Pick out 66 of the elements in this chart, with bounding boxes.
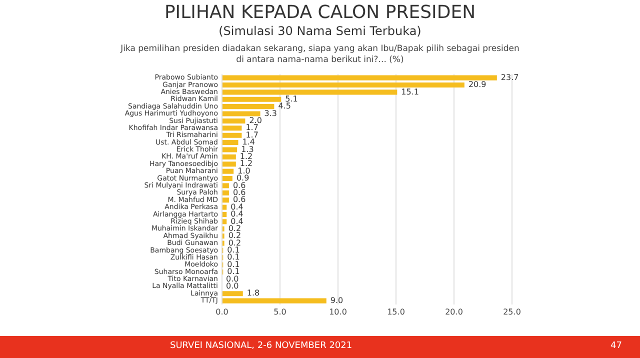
bar [222, 183, 229, 188]
bar [222, 118, 246, 124]
x-tick-label: 0.0 [216, 307, 228, 316]
data-label: 0.4 [230, 216, 244, 226]
text: 47 [610, 341, 622, 351]
data-label: 9.0 [330, 296, 344, 305]
bar [222, 111, 260, 116]
data-label: 0.1 [227, 260, 240, 269]
data-label: 0.0 [226, 281, 239, 290]
data-label: 0.4 [230, 210, 244, 219]
data-label: 0.1 [227, 246, 240, 255]
data-label: 1.8 [246, 288, 260, 298]
data-label: 2.0 [249, 116, 262, 126]
bar [222, 75, 497, 80]
data-label: 15.1 [401, 87, 419, 96]
data-label: 0.2 [228, 224, 242, 233]
bar [222, 140, 238, 146]
data-label: 1.0 [238, 166, 250, 176]
bar [222, 96, 282, 102]
bar [222, 219, 227, 224]
x-tick-label: 5.0 [274, 307, 286, 316]
data-label: 20.9 [468, 80, 486, 90]
bar [222, 162, 236, 167]
data-label: 0.1 [227, 267, 240, 276]
bar [222, 104, 274, 110]
data-label: 1.4 [242, 138, 255, 147]
data-label: 0.6 [232, 188, 246, 197]
bar [222, 298, 326, 304]
data-label: 0.2 [228, 231, 242, 240]
bar [222, 147, 238, 152]
data-label: 0.0 [226, 274, 239, 284]
bar [222, 190, 229, 196]
text: Jika pemilihan presiden diadakan sekarang, siapa yang akan Ibu/Bapak pilih sebagai presiden di antara nama-nama berikut ini?... (%) [120, 44, 520, 66]
data-label: 1.7 [246, 130, 258, 140]
data-label: 0.1 [227, 252, 240, 262]
data-label: 5.1 [285, 94, 298, 104]
bar [222, 168, 234, 174]
bar [222, 132, 242, 138]
text: SURVEI NASIONAL, 2-6 NOVEMBER 2021 [170, 341, 352, 351]
bar [222, 82, 464, 88]
bar [222, 176, 232, 182]
bar [222, 154, 236, 160]
x-tick-label: 10.0 [329, 307, 347, 316]
data-label: 23.7 [500, 72, 519, 82]
x-tick-label: 15.0 [387, 307, 405, 316]
x-tick-label: 20.0 [445, 307, 463, 316]
data-label: 0.6 [232, 180, 246, 190]
data-label: 3.3 [264, 108, 278, 118]
bar [222, 204, 227, 210]
data-label: 0.6 [232, 195, 246, 204]
bar [222, 212, 227, 217]
data-label: 1.2 [240, 159, 253, 168]
bar [222, 198, 229, 203]
chart-subtitle: (Simulasi 30 Nama Semi Terbuka) [218, 24, 422, 38]
bar [222, 126, 242, 131]
data-label: 1.7 [246, 123, 258, 132]
data-label: 0.4 [230, 202, 244, 212]
bar [222, 90, 398, 95]
chart-title: PILIHAN KEPADA CALON PRESIDEN [163, 2, 477, 23]
data-label: 1.3 [241, 144, 254, 154]
data-label: 0.2 [228, 238, 242, 248]
x-tick-label: 25.0 [503, 307, 521, 316]
bar [222, 291, 243, 296]
data-label: 0.9 [236, 174, 250, 183]
data-label: 1.2 [240, 152, 253, 162]
data-label: 4.5 [278, 102, 291, 111]
